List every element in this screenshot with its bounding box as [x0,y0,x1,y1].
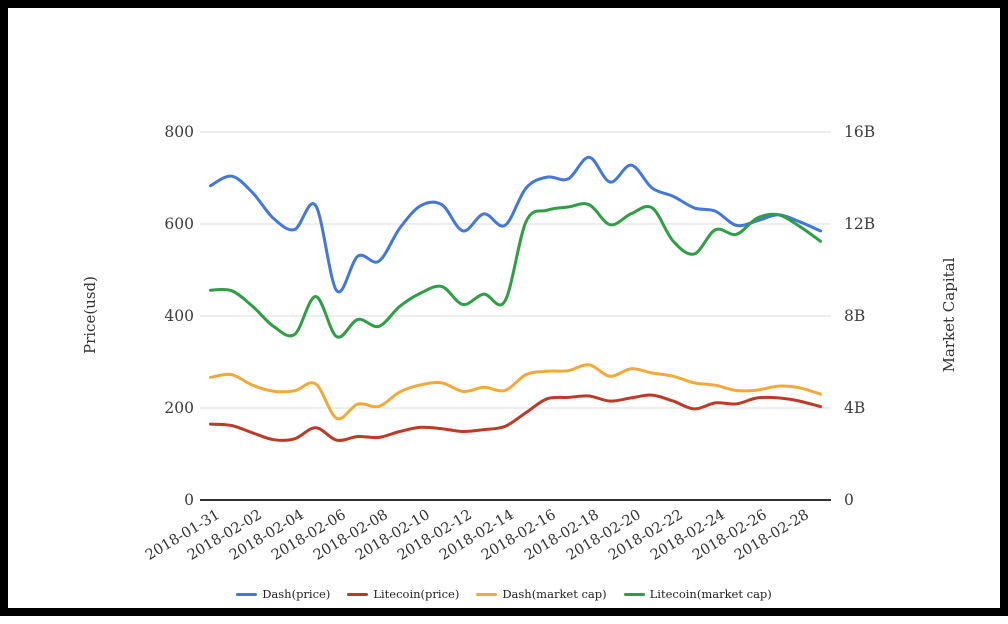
series-line-litecoin-price [209,393,822,442]
y-axis-right-tick-label: 0 [844,491,854,509]
legend-item-litecoin-market-cap: Litecoin(market cap) [623,587,772,601]
y-axis-left-title: Price(usd) [81,276,99,355]
y-axis-left-tick-label: 600 [164,215,194,233]
y-axis-left-tick-label: 800 [164,123,194,141]
legend-swatch [623,592,645,596]
series-line-dash-market-cap [209,363,822,421]
legend-label: Litecoin(market cap) [649,587,772,601]
legend-label: Litecoin(price) [373,587,460,601]
legend-item-litecoin-price: Litecoin(price) [347,587,459,601]
y-axis-right-tick-label: 4B [844,399,866,417]
y-axis-right-tick-label: 12B [844,215,876,233]
series-line-dash-price [209,155,822,294]
plot-area [200,131,831,501]
y-axis-right-tick-label: 8B [844,307,866,325]
y-axis-left-tick-label: 200 [164,399,194,417]
legend-swatch [236,592,258,596]
y-axis-right-tick-label: 16B [844,123,876,141]
y-axis-left-tick-label: 400 [164,307,194,325]
y-axis-right-title: Market Capital [940,257,958,373]
legend-label: Dash(market cap) [502,587,607,601]
legend-item-dash-market-cap: Dash(market cap) [476,587,607,601]
legend: Dash(price) Litecoin(price) Dash(market ca… [8,584,1000,604]
series-line-litecoin-market-cap [209,202,822,339]
legend-swatch [476,592,498,596]
legend-swatch [347,592,369,596]
crypto-line-chart: 0 200 400 600 800 0 4B 8B 12B 16B 2018-01-31 2018… [8,8,1000,608]
legend-label: Dash(price) [262,587,331,601]
y-axis-left-tick-label: 0 [184,491,194,509]
legend-item-dash-price: Dash(price) [236,587,330,601]
